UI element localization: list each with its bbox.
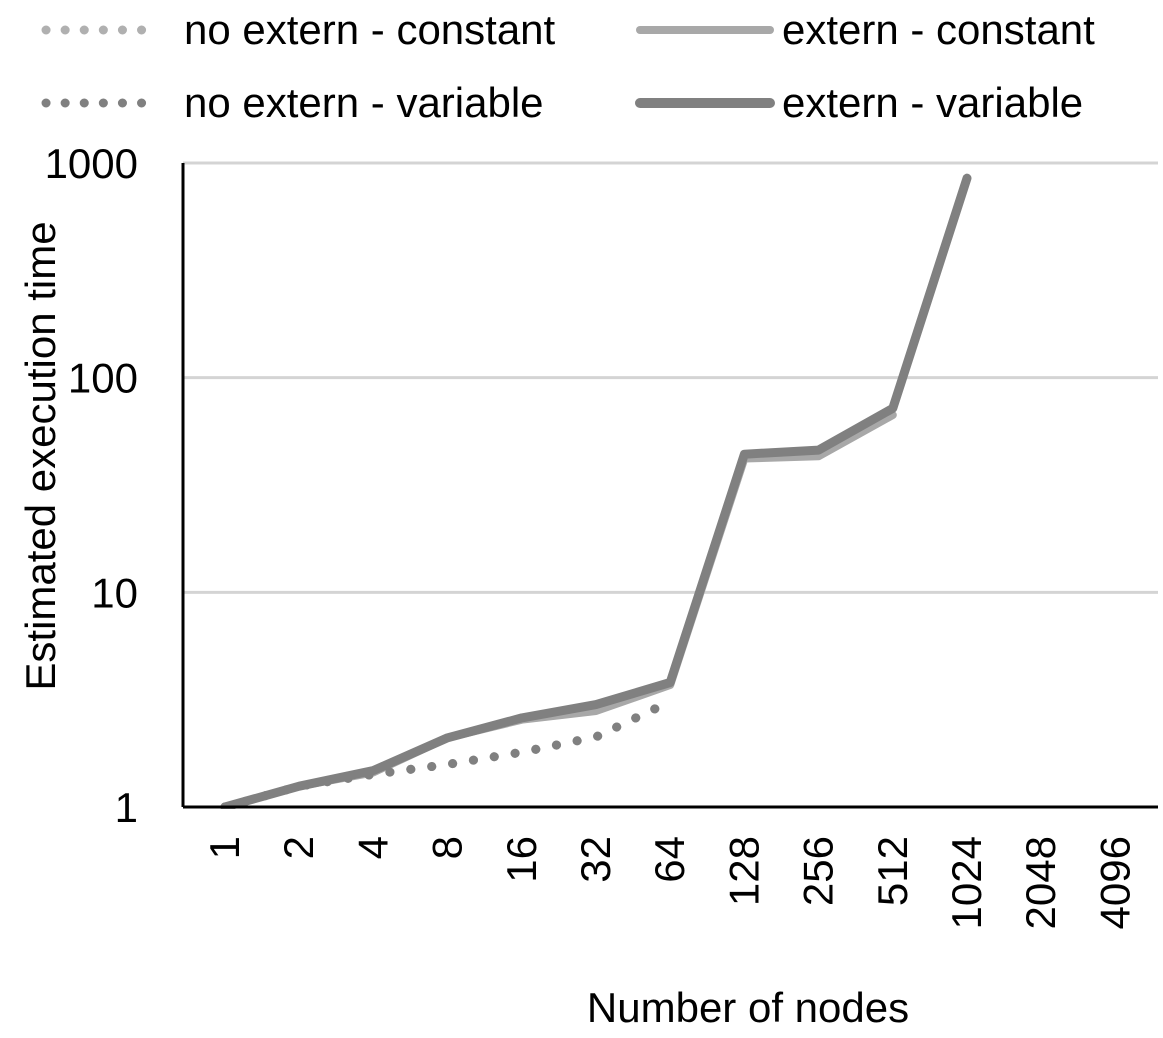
axes [181, 163, 1158, 809]
x-tick-label: 2048 [1017, 836, 1064, 929]
legend-entry: no extern - variable [41, 79, 544, 126]
series-line-no-extern-variable [220, 697, 675, 809]
x-tick-label: 64 [646, 836, 693, 883]
x-tick-label: 4 [349, 836, 396, 859]
y-tick-label: 1000 [45, 140, 138, 187]
grid-lines [183, 161, 1158, 594]
y-tick-label: 100 [68, 355, 138, 402]
legend-entry: extern - variable [635, 79, 1083, 126]
y-tick-label: 10 [91, 569, 138, 616]
legend-label: extern - constant [782, 6, 1095, 53]
x-tick-label: 4096 [1091, 836, 1138, 929]
legend-entry: no extern - constant [41, 6, 556, 53]
x-tick-label: 1 [201, 836, 248, 859]
x-tick-label: 256 [795, 836, 842, 906]
series-line-extern-variable [220, 173, 972, 809]
x-tick-label: 512 [869, 836, 916, 906]
legend-label: no extern - variable [184, 79, 544, 126]
y-tick-labels: 1 10 100 1000 [45, 140, 138, 831]
legend-label: no extern - constant [184, 6, 556, 53]
legend: no extern - constant extern - constant no … [41, 6, 1095, 126]
x-tick-label: 128 [720, 836, 767, 906]
y-axis-label: Estimated execution time [17, 221, 64, 690]
y-tick-label: 1 [115, 784, 138, 831]
x-tick-label: 1024 [943, 836, 990, 929]
x-tick-label: 8 [424, 836, 471, 859]
legend-entry: extern - constant [636, 6, 1095, 53]
x-tick-label: 2 [275, 836, 322, 859]
legend-label: extern - variable [782, 79, 1083, 126]
x-tick-labels: 1 2 4 8 16 32 64 128 256 512 1024 2048 4096 [201, 836, 1138, 929]
x-tick-label: 32 [572, 836, 619, 883]
series-group [220, 173, 972, 809]
x-axis-label: Number of nodes [587, 984, 909, 1031]
x-tick-label: 16 [498, 836, 545, 883]
